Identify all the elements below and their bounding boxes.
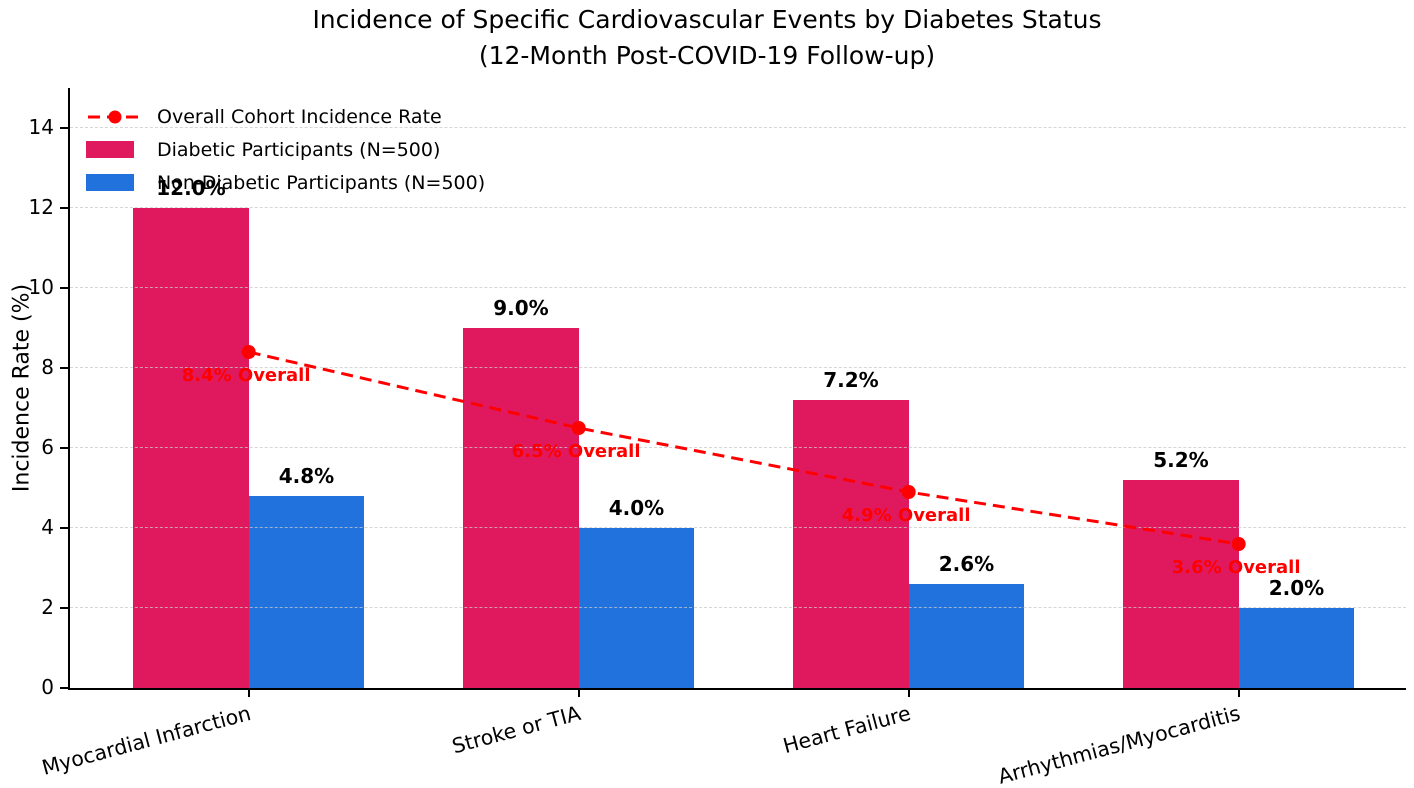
bar-nondiabetic-2 [908, 584, 1025, 688]
gridline [70, 527, 1406, 528]
x-tick-mark [1237, 688, 1240, 697]
bar-nondiabetic-0 [248, 496, 365, 688]
dashed-trend-line [248, 350, 1239, 546]
x-tick-label-1: Stroke or TIA [449, 701, 583, 759]
gridline [70, 207, 1406, 208]
chart-title: Incidence of Specific Cardiovascular Eve… [312, 5, 1102, 34]
bar-value-label: 9.0% [493, 296, 549, 320]
legend-entry-nondiabetic: Non-Diabetic Participants (N=500) [86, 166, 485, 199]
overall-point-label: 6.5% Overall [511, 441, 641, 462]
gridline [70, 447, 1406, 448]
legend-label-overall: Overall Cohort Incidence Rate [157, 105, 442, 128]
y-tick-mark [60, 207, 70, 210]
chart-subtitle: (12-Month Post-COVID-19 Follow-up) [478, 41, 936, 70]
gridline [70, 287, 1406, 288]
y-tick-label: 2 [41, 595, 54, 619]
legend-entry-overall: Overall Cohort Incidence Rate [86, 100, 485, 133]
y-tick-label: 10 [28, 275, 54, 299]
bar-value-label: 5.2% [1153, 448, 1209, 472]
legend-swatch-nondiabetic [86, 174, 134, 191]
y-tick-mark [60, 607, 70, 610]
legend-label-diabetic: Diabetic Participants (N=500) [157, 138, 441, 161]
y-tick-label: 14 [28, 115, 54, 139]
overall-point-label: 8.4% Overall [181, 365, 311, 386]
bar-diabetic-2 [793, 400, 909, 688]
gridline [70, 367, 1406, 368]
legend-entry-diabetic: Diabetic Participants (N=500) [86, 133, 485, 166]
legend-label-nondiabetic: Non-Diabetic Participants (N=500) [157, 171, 486, 194]
bar-nondiabetic-3 [1238, 608, 1355, 688]
y-tick-mark [60, 287, 70, 290]
gridline [70, 127, 1406, 128]
y-tick-label: 0 [41, 675, 54, 699]
overall-incidence-line [241, 345, 1246, 551]
bar-diabetic-0 [133, 208, 249, 688]
overall-point-marker-3 [1231, 537, 1246, 551]
y-tick-mark [60, 447, 70, 450]
bar-diabetic-1 [463, 328, 579, 688]
overall-point-marker-2 [901, 485, 916, 499]
x-tick-mark [247, 688, 250, 697]
bar-value-label: 12.0% [156, 176, 226, 200]
legend: Overall Cohort Incidence Rate Diabetic P… [86, 100, 485, 199]
bar-diabetic-3 [1123, 480, 1239, 688]
bar-value-label: 4.8% [278, 464, 335, 488]
gridline [70, 607, 1406, 608]
y-tick-mark [60, 687, 70, 690]
x-tick-label-2: Heart Failure [780, 701, 913, 759]
x-tick-mark [907, 688, 910, 697]
y-tick-label: 8 [41, 355, 54, 379]
y-tick-mark [60, 127, 70, 130]
dashed-line-with-marker-icon [88, 110, 142, 123]
overall-point-marker-0 [241, 345, 256, 359]
y-tick-label: 4 [41, 515, 54, 539]
x-tick-label-3: Arrhythmias/Myocarditis [995, 701, 1243, 788]
overall-point-marker-1 [571, 421, 586, 435]
overall-point-label: 4.9% Overall [841, 505, 971, 526]
bar-value-label: 4.0% [608, 496, 665, 520]
y-tick-mark [60, 527, 70, 530]
legend-line-sample [86, 105, 144, 129]
bar-value-label: 2.0% [1268, 576, 1325, 600]
plot-area: 12.0% 9.0% 7.2% 5.2% 4.8% 4.0% 2.6% 2.0% 8.4% Ov… [60, 88, 1406, 697]
chart-title-block: Incidence of Specific Cardiovascular Eve… [0, 2, 1414, 74]
bar-value-label: 2.6% [938, 552, 995, 576]
overall-point-label: 3.6% Overall [1171, 557, 1301, 578]
legend-swatch-diabetic [86, 141, 134, 158]
bar-value-label: 7.2% [823, 368, 879, 392]
y-tick-label: 6 [41, 435, 54, 459]
y-tick-label: 12 [28, 195, 54, 219]
y-axis-label: Incidence Rate (%) [9, 283, 35, 493]
x-tick-label-0: Myocardial Infarction [38, 701, 253, 780]
y-tick-mark [60, 367, 70, 370]
x-tick-mark [577, 688, 580, 697]
bar-nondiabetic-1 [578, 528, 695, 688]
